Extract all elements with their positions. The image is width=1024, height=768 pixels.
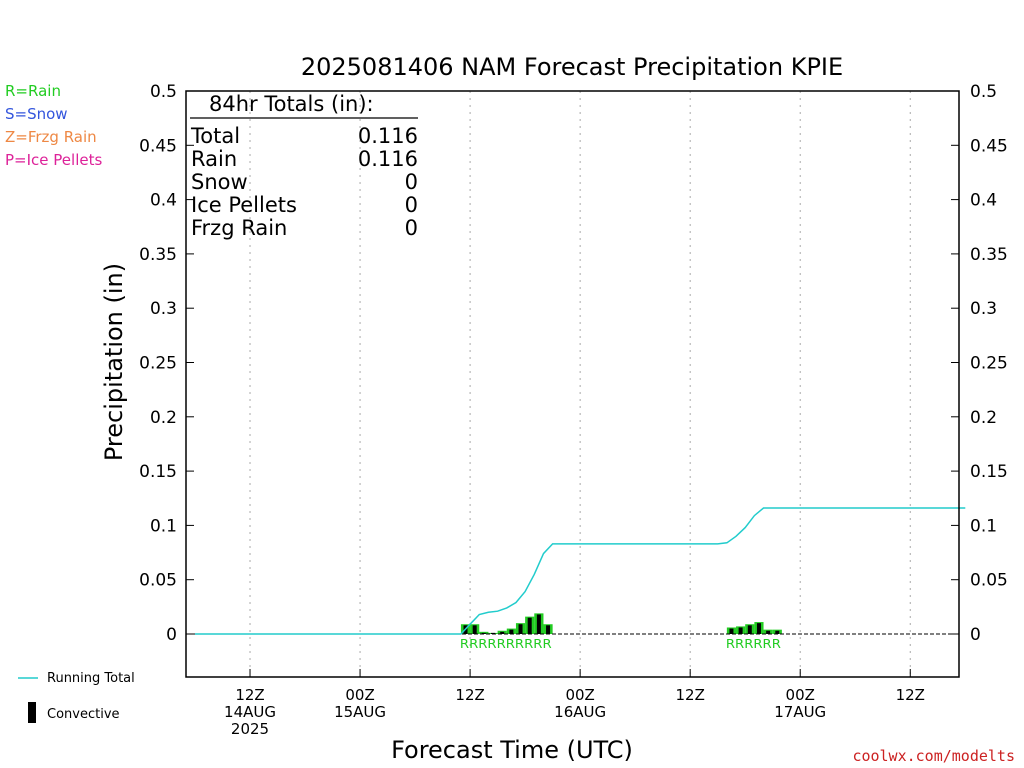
ptype-mark-0: RRRRRRRRRR <box>460 637 552 651</box>
y-tick-label-left-0: 0.5 <box>150 82 177 102</box>
plot-frame <box>185 90 960 678</box>
convective-bar-11 <box>738 627 743 634</box>
convective-bar-1 <box>472 625 477 634</box>
convective-bar-15 <box>775 630 780 634</box>
totals-label-1: Rain <box>191 147 237 171</box>
x-tick-label-5-0: 00Z <box>786 686 815 704</box>
totals-value-1: 0.116 <box>358 147 418 171</box>
y-tick-label-right-7: 0.15 <box>970 462 1008 482</box>
convective-bar-13 <box>756 623 761 634</box>
convective-bar-12 <box>747 625 752 634</box>
ptype-legend-item-1: S=Snow <box>5 105 68 123</box>
convective-bar-10 <box>729 628 734 634</box>
convective-bar-6 <box>518 624 523 634</box>
y-tick-label-right-5: 0.25 <box>970 354 1008 374</box>
y-tick-label-right-3: 0.35 <box>970 245 1008 265</box>
totals-label-0: Total <box>190 124 240 148</box>
ptype-marks: RRRRRRRRRR RRRRRR <box>460 637 781 651</box>
running-total-legend-label: Running Total <box>47 671 135 686</box>
chart-title: 2025081406 NAM Forecast Precipitation KP… <box>301 53 843 81</box>
convective-bar-3 <box>491 632 496 634</box>
y-tick-label-left-10: 0 <box>166 625 177 645</box>
totals-value-3: 0 <box>405 193 418 217</box>
convective-bar-7 <box>527 617 532 634</box>
x-tick-label-0-1: 14AUG <box>224 703 276 721</box>
y-axis-left: 0.5 0.45 0.4 0.35 0.3 0.25 0.2 0.15 0.1 0.05 0 <box>139 82 194 645</box>
y-tick-label-left-1: 0.45 <box>139 136 177 156</box>
y-tick-label-right-4: 0.3 <box>970 299 997 319</box>
x-tick-label-3-0: 00Z <box>565 686 594 704</box>
ptype-legend: R=Rain S=Snow Z=Frzg Rain P=Ice Pellets <box>5 82 102 169</box>
grid-lines <box>249 91 911 677</box>
x-tick-label-2-0: 12Z <box>455 686 484 704</box>
y-tick-label-left-3: 0.35 <box>139 245 177 265</box>
totals-label-3: Ice Pellets <box>191 193 297 217</box>
convective-bar-4 <box>500 631 505 634</box>
x-tick-label-6-0: 12Z <box>896 686 925 704</box>
y-tick-label-left-5: 0.25 <box>139 354 177 374</box>
convective-legend-label: Convective <box>47 707 120 722</box>
convective-bar-5 <box>509 629 514 634</box>
ptype-legend-item-3: P=Ice Pellets <box>5 151 102 169</box>
y-tick-label-right-6: 0.2 <box>970 408 997 428</box>
y-tick-label-right-0: 0.5 <box>970 82 997 102</box>
x-tick-label-0-0: 12Z <box>235 686 264 704</box>
y-axis-label: Precipitation (in) <box>100 263 128 461</box>
totals-label-4: Frzg Rain <box>191 216 287 240</box>
x-tick-label-1-1: 15AUG <box>334 703 386 721</box>
x-tick-label-5-1: 17AUG <box>774 703 826 721</box>
x-tick-label-4-0: 12Z <box>675 686 704 704</box>
y-tick-label-left-7: 0.15 <box>139 462 177 482</box>
convective-bar-14 <box>766 630 771 634</box>
convective-bar-9 <box>546 625 551 634</box>
y-tick-label-right-2: 0.4 <box>970 191 997 211</box>
y-tick-label-left-6: 0.2 <box>150 408 177 428</box>
y-tick-label-right-9: 0.05 <box>970 571 1008 591</box>
totals-label-2: Snow <box>191 170 248 194</box>
y-tick-label-left-9: 0.05 <box>139 571 177 591</box>
y-tick-label-right-8: 0.1 <box>970 516 997 536</box>
x-tick-label-1-0: 00Z <box>345 686 374 704</box>
x-tick-label-0-2: 2025 <box>231 720 269 738</box>
totals-value-4: 0 <box>405 216 418 240</box>
x-axis-label: Forecast Time (UTC) <box>391 736 633 764</box>
convective-bar-2 <box>481 632 486 634</box>
totals-value-2: 0 <box>405 170 418 194</box>
convective-bar-8 <box>536 614 541 634</box>
ptype-legend-item-0: R=Rain <box>5 82 61 100</box>
totals-heading: 84hr Totals (in): <box>209 92 374 116</box>
running-total-line <box>195 507 966 635</box>
x-tick-label-3-1: 16AUG <box>554 703 606 721</box>
y-tick-label-left-2: 0.4 <box>150 191 177 211</box>
y-tick-label-right-1: 0.45 <box>970 136 1008 156</box>
bars <box>460 613 782 634</box>
y-tick-label-left-8: 0.1 <box>150 516 177 536</box>
y-axis-right: 0.5 0.45 0.4 0.35 0.3 0.25 0.2 0.15 0.1 0.05 0 <box>951 82 1008 645</box>
ptype-legend-item-2: Z=Frzg Rain <box>5 128 97 146</box>
ptype-mark-1: RRRRRR <box>726 637 781 651</box>
totals-box: 84hr Totals (in): Total 0.116 Rain 0.116 Snow… <box>190 92 418 240</box>
credit-text: coolwx.com/modelts <box>852 747 1015 765</box>
series-legend: Running Total Convective <box>18 671 135 723</box>
y-tick-label-left-4: 0.3 <box>150 299 177 319</box>
totals-value-0: 0.116 <box>358 124 418 148</box>
convective-swatch <box>28 702 36 723</box>
y-tick-label-right-10: 0 <box>970 625 981 645</box>
